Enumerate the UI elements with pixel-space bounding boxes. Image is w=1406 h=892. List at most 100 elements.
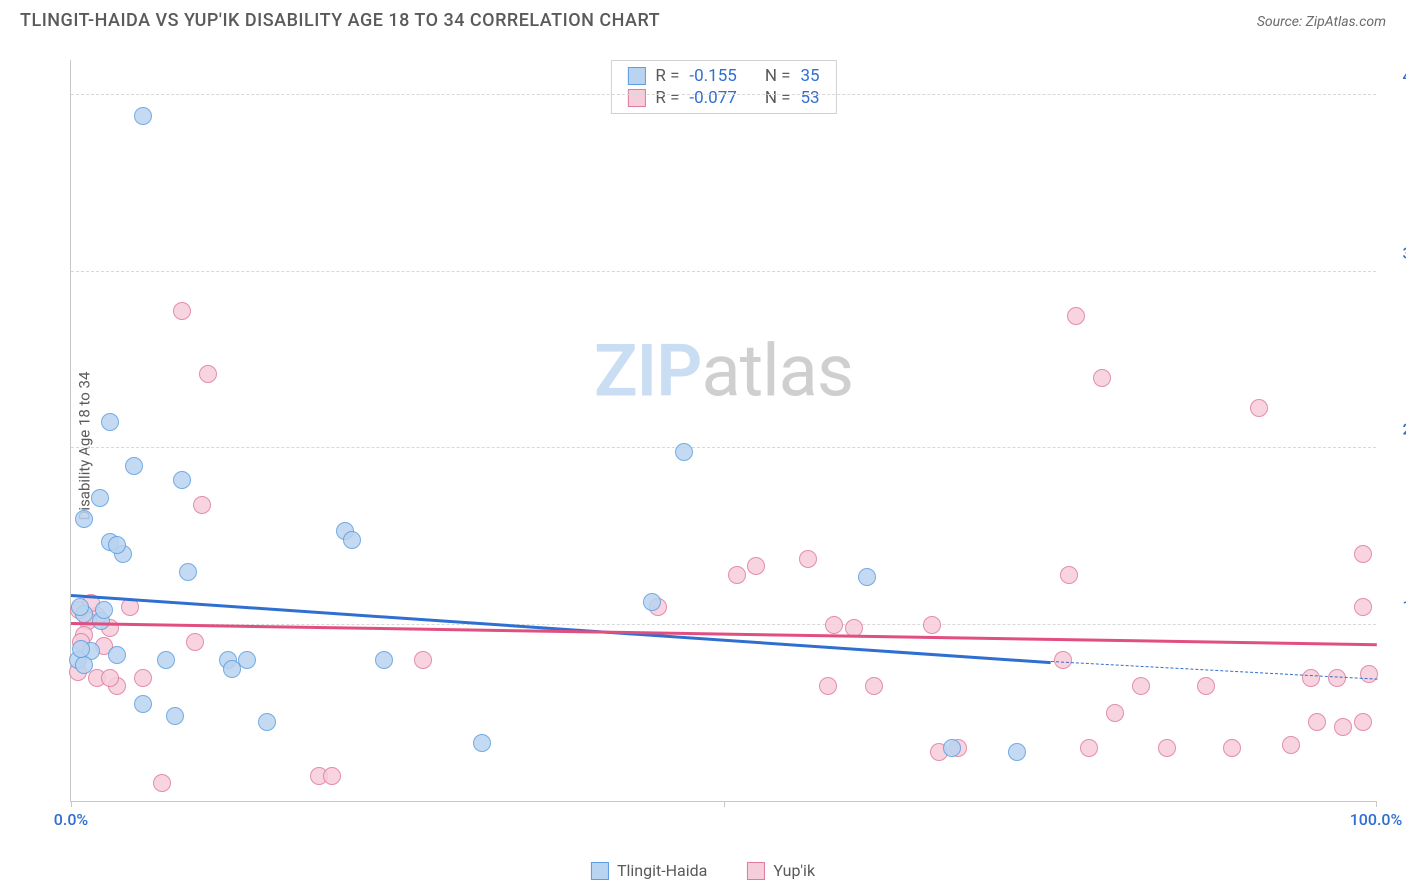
n-label: N = xyxy=(765,88,791,108)
n-label: N = xyxy=(765,66,791,86)
x-tick-mark xyxy=(71,801,72,807)
trendline xyxy=(71,594,1051,664)
legend-swatch xyxy=(591,862,609,880)
legend-stats-box: R = -0.155 N = 35 R = -0.077 N = 53 xyxy=(610,60,836,114)
data-point xyxy=(166,707,184,725)
data-point xyxy=(819,677,837,695)
watermark-part-b: atlas xyxy=(701,329,853,414)
data-point xyxy=(1080,739,1098,757)
data-point xyxy=(108,646,126,664)
n-value-b: 53 xyxy=(801,88,820,108)
data-point xyxy=(1360,665,1378,683)
swatch-series-b xyxy=(627,89,645,107)
data-point xyxy=(134,107,152,125)
data-point xyxy=(71,598,89,616)
data-point xyxy=(72,640,90,658)
header: TLINGIT-HAIDA VS YUP'IK DISABILITY AGE 1… xyxy=(0,0,1406,31)
chart-title: TLINGIT-HAIDA VS YUP'IK DISABILITY AGE 1… xyxy=(20,10,660,31)
y-tick-label: 30.0% xyxy=(1386,243,1406,262)
data-point xyxy=(414,651,432,669)
data-point xyxy=(193,496,211,514)
legend-label: Tlingit-Haida xyxy=(617,861,707,880)
data-point xyxy=(1354,598,1372,616)
r-label: R = xyxy=(655,66,679,86)
data-point xyxy=(1354,713,1372,731)
data-point xyxy=(1093,369,1111,387)
gridline-h xyxy=(71,94,1376,95)
plot-region: ZIPatlas R = -0.155 N = 35 R = -0.077 N … xyxy=(70,60,1376,802)
data-point xyxy=(323,767,341,785)
data-point xyxy=(1197,677,1215,695)
data-point xyxy=(747,557,765,575)
trendline-extension xyxy=(1050,661,1377,680)
data-point xyxy=(186,633,204,651)
data-point xyxy=(179,563,197,581)
data-point xyxy=(1008,743,1026,761)
data-point xyxy=(1308,713,1326,731)
data-point xyxy=(1282,736,1300,754)
data-point xyxy=(473,734,491,752)
legend-label: Yup'ik xyxy=(773,861,815,880)
r-value-b: -0.077 xyxy=(689,88,736,108)
gridline-h xyxy=(71,271,1376,272)
data-point xyxy=(108,536,126,554)
data-point xyxy=(91,489,109,507)
r-label: R = xyxy=(655,88,679,108)
watermark-part-a: ZIP xyxy=(594,329,701,414)
data-point xyxy=(134,695,152,713)
watermark: ZIPatlas xyxy=(594,329,853,414)
data-point xyxy=(1132,677,1150,695)
data-point xyxy=(238,651,256,669)
data-point xyxy=(134,669,152,687)
data-point xyxy=(1250,399,1268,417)
data-point xyxy=(258,713,276,731)
data-point xyxy=(865,677,883,695)
y-tick-label: 20.0% xyxy=(1386,420,1406,439)
x-tick-label: 0.0% xyxy=(54,810,88,829)
legend-item: Tlingit-Haida xyxy=(591,861,707,880)
legend-swatch xyxy=(747,862,765,880)
data-point xyxy=(1106,704,1124,722)
x-tick-mark xyxy=(724,801,725,807)
data-point xyxy=(157,651,175,669)
trendline xyxy=(71,622,1377,646)
legend-stat-row-a: R = -0.155 N = 35 xyxy=(627,65,819,87)
data-point xyxy=(643,593,661,611)
data-point xyxy=(799,550,817,568)
data-point xyxy=(943,739,961,757)
data-point xyxy=(675,443,693,461)
data-point xyxy=(199,365,217,383)
data-point xyxy=(728,566,746,584)
data-point xyxy=(153,774,171,792)
n-value-a: 35 xyxy=(801,66,820,86)
data-point xyxy=(1060,566,1078,584)
data-point xyxy=(95,601,113,619)
data-point xyxy=(1302,669,1320,687)
y-tick-label: 10.0% xyxy=(1386,596,1406,615)
data-point xyxy=(1054,651,1072,669)
r-value-a: -0.155 xyxy=(689,66,736,86)
swatch-series-a xyxy=(627,67,645,85)
legend-item: Yup'ik xyxy=(747,861,815,880)
data-point xyxy=(1223,739,1241,757)
data-point xyxy=(375,651,393,669)
data-point xyxy=(858,568,876,586)
data-point xyxy=(101,413,119,431)
x-tick-label: 100.0% xyxy=(1350,810,1403,829)
data-point xyxy=(75,656,93,674)
data-point xyxy=(1334,718,1352,736)
legend-bottom: Tlingit-Haida Yup'ik xyxy=(591,861,815,880)
data-point xyxy=(101,669,119,687)
x-tick-mark xyxy=(1376,801,1377,807)
data-point xyxy=(75,510,93,528)
data-point xyxy=(125,457,143,475)
chart-area: Disability Age 18 to 34 ZIPatlas R = -0.… xyxy=(20,50,1386,842)
data-point xyxy=(173,302,191,320)
y-tick-label: 40.0% xyxy=(1386,67,1406,86)
data-point xyxy=(825,616,843,634)
data-point xyxy=(923,616,941,634)
legend-stat-row-b: R = -0.077 N = 53 xyxy=(627,87,819,109)
gridline-h xyxy=(71,447,1376,448)
data-point xyxy=(1158,739,1176,757)
data-point xyxy=(1354,545,1372,563)
